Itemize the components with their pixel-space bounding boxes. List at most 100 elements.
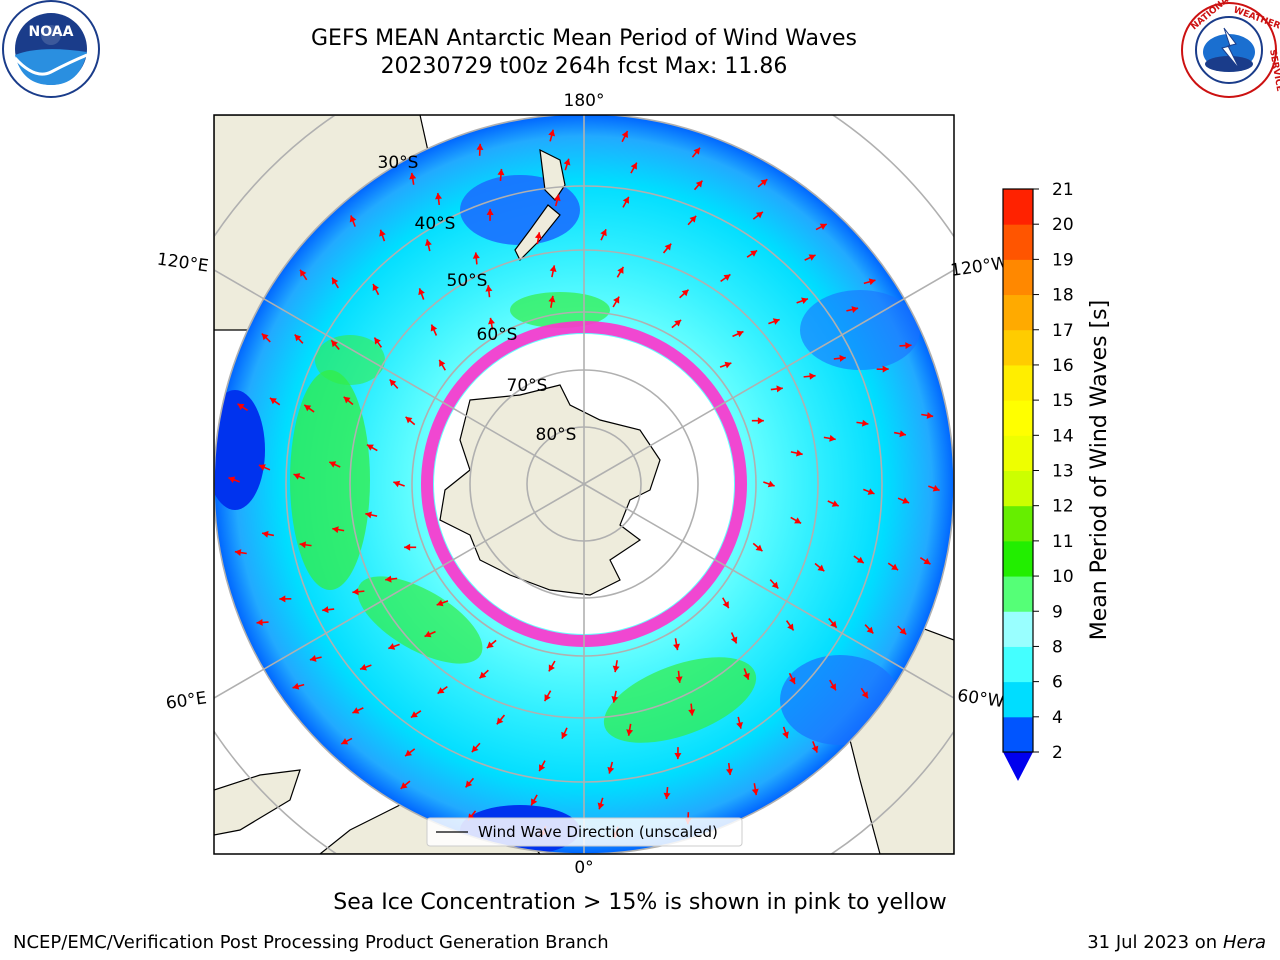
wind-arrow xyxy=(497,168,505,182)
wind-arrow xyxy=(430,324,438,336)
high-period-patch xyxy=(357,576,483,664)
wind-arrow xyxy=(597,797,605,810)
footer-date: 31 Jul 2023 on Hera xyxy=(1087,932,1266,953)
wind-arrow xyxy=(359,663,372,671)
wind-arrow xyxy=(237,403,249,411)
wind-arrow xyxy=(828,618,838,629)
colorbar-segment xyxy=(1003,646,1033,683)
footer-machine: Hera xyxy=(1222,932,1266,953)
wind-arrow xyxy=(563,158,571,171)
wind-arrow xyxy=(548,660,556,672)
wind-arrow xyxy=(730,632,738,644)
colorbar-tick-label: 6 xyxy=(1052,673,1063,693)
wind-arrow xyxy=(763,480,775,488)
wind-arrow xyxy=(352,588,365,596)
wind-arrow xyxy=(389,378,399,389)
wind-arrow xyxy=(782,726,789,739)
wind-arrow xyxy=(823,434,836,442)
wind-arrow xyxy=(486,639,497,649)
wind-arrow xyxy=(425,239,432,252)
colorbar-tick-label: 14 xyxy=(1052,426,1074,446)
wind-arrow xyxy=(611,690,619,703)
wind-arrow xyxy=(674,747,682,760)
colorbar-segment xyxy=(1003,400,1033,436)
colorbar-segment xyxy=(1003,540,1033,577)
legend: Wind Wave Direction (unscaled) xyxy=(426,817,743,847)
wind-arrow xyxy=(228,476,240,483)
wind-arrow xyxy=(418,288,425,300)
wind-arrow xyxy=(331,277,339,289)
wind-arrow xyxy=(921,411,934,419)
wind-arrow xyxy=(679,289,690,299)
wind-arrow xyxy=(751,417,764,425)
colorbar-segment xyxy=(1003,681,1033,718)
chart-title: GEFS MEAN Antarctic Mean Period of Wind … xyxy=(311,26,857,51)
meridians xyxy=(214,115,954,854)
colorbar-tick-label: 21 xyxy=(1052,180,1074,200)
colorbar-segment xyxy=(1003,470,1033,507)
wind-arrow xyxy=(688,703,696,716)
colorbar-tick-label: 18 xyxy=(1052,286,1074,306)
wind-arrow xyxy=(856,419,869,427)
lat-label-40s: 40°S xyxy=(415,214,456,234)
wind-arrow xyxy=(788,672,796,685)
antarctica xyxy=(439,384,661,596)
colorbar-segment xyxy=(1003,224,1033,260)
footer-branch: NCEP/EMC/Verification Post Processing Pr… xyxy=(13,932,609,953)
wind-arrow xyxy=(811,741,819,753)
lat-label-50s: 50°S xyxy=(447,271,488,291)
wind-arrow xyxy=(928,485,940,492)
wind-arrow xyxy=(486,208,494,221)
colorbar-ticks: 2 4 6 8 9 10 11 12 13 14 15 16 17 18 19 20 21 xyxy=(1033,180,1074,763)
wind-arrow xyxy=(673,638,680,651)
colorbar-tick-label: 11 xyxy=(1052,532,1074,552)
wind-arrow xyxy=(626,723,634,736)
wind-arrow xyxy=(796,297,809,305)
wind-arrow xyxy=(385,575,398,583)
legend-label: Wind Wave Direction (unscaled) xyxy=(478,823,718,841)
wind-arrow xyxy=(876,365,889,373)
wind-arrow xyxy=(534,232,542,245)
wind-arrow xyxy=(752,211,764,220)
colorbar-segment xyxy=(1003,259,1033,296)
wind-arrow xyxy=(751,783,759,796)
wind-arrow xyxy=(400,780,411,790)
wind-arrow xyxy=(769,579,779,590)
wind-arrow xyxy=(804,254,816,261)
wind-arrow xyxy=(814,562,825,572)
colorbar-segment xyxy=(1003,189,1033,225)
wind-arrow xyxy=(393,480,405,488)
high-period-patch xyxy=(315,335,385,385)
wind-arrow xyxy=(349,215,357,227)
colorbar-segment xyxy=(1003,611,1033,647)
sea-ice-caption: Sea Ice Concentration > 15% is shown in … xyxy=(333,890,947,915)
wind-arrow xyxy=(405,416,416,426)
wind-arrow xyxy=(269,397,281,406)
wind-arrow xyxy=(299,269,308,281)
lon-label-0: 0° xyxy=(574,858,593,878)
wind-arrow xyxy=(343,396,354,406)
lat-label-60s: 60°S xyxy=(477,325,518,345)
wind-arrow xyxy=(853,555,865,564)
wind-arrow xyxy=(471,742,481,753)
colorbar-tick-label: 8 xyxy=(1052,637,1063,657)
wind-arrow xyxy=(864,624,874,635)
nws-logo: NATIONAL WEATHER SERVICE xyxy=(1181,0,1280,98)
wind-arrow xyxy=(600,228,607,241)
wind-arrow xyxy=(803,372,816,380)
wind-arrow xyxy=(404,748,416,757)
colorbar-label: Mean Period of Wind Waves [s] xyxy=(1087,300,1112,640)
colorbar-tick-label: 10 xyxy=(1052,567,1074,587)
wind-arrow xyxy=(887,562,899,571)
wind-arrow xyxy=(736,716,743,729)
wind-arrow xyxy=(899,342,912,350)
wind-arrow xyxy=(732,330,744,338)
colorbar-segment xyxy=(1003,505,1033,542)
chart-subtitle: 20230729 t00z 264h fcst Max: 11.86 xyxy=(380,54,788,79)
wind-arrow xyxy=(662,243,672,254)
colorbar-tick-label: 12 xyxy=(1052,497,1074,517)
wind-arrow xyxy=(785,620,795,631)
footer-date-text: 31 Jul 2023 on xyxy=(1087,932,1223,953)
wind-arrow xyxy=(437,685,448,695)
